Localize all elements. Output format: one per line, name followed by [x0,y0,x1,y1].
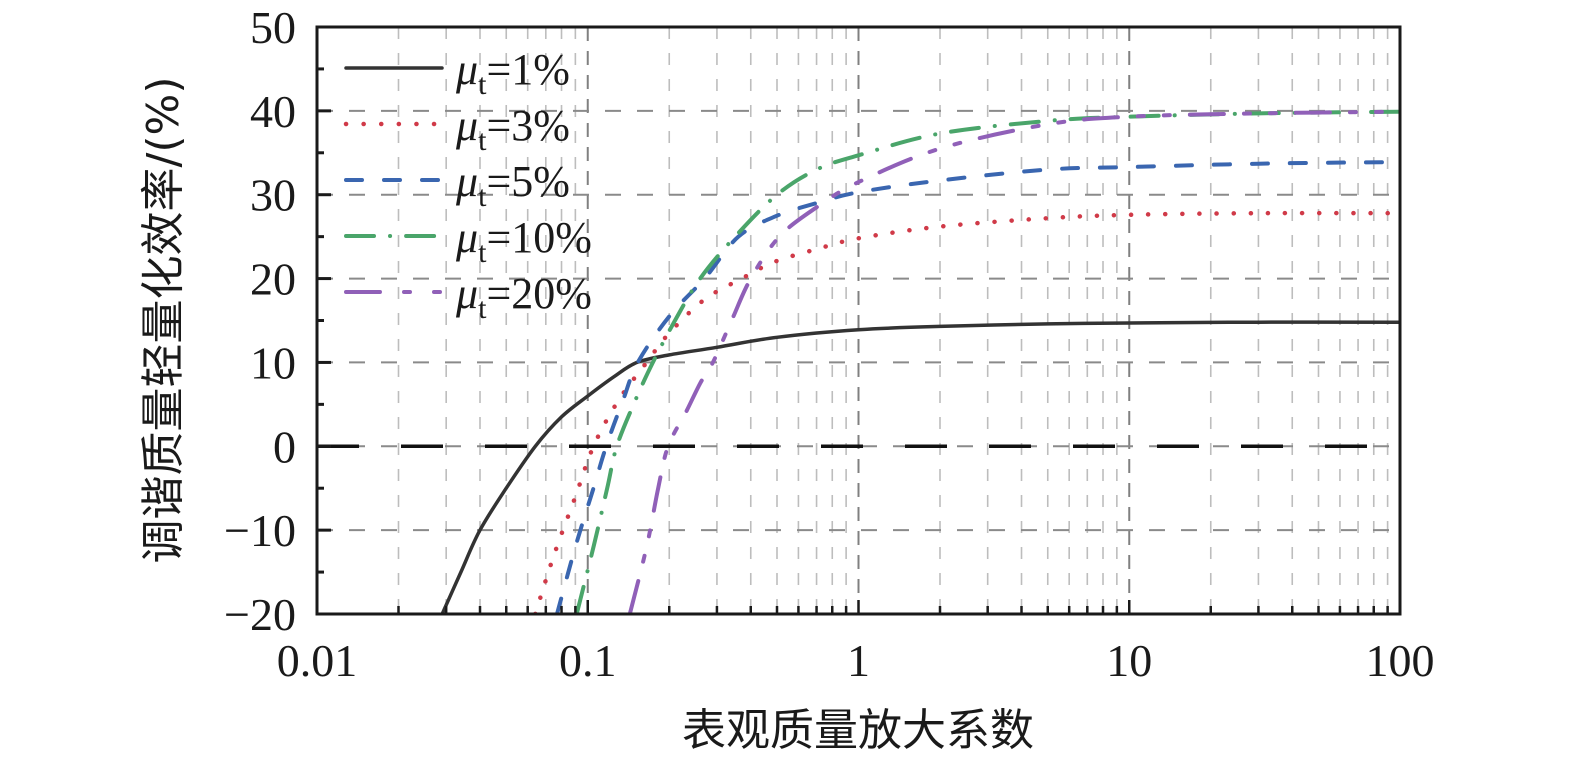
legend-item-2: μt=3% [343,101,570,157]
y-tick-label: 30 [250,170,296,221]
legend-label: μt=1% [455,45,570,101]
series-group [440,109,1400,614]
y-tick-label: 40 [250,86,296,137]
y-tick-label: 0 [273,421,296,472]
legend-label: μt=10% [455,213,592,269]
series-line-2 [533,210,1400,614]
x-tick-label: 0.01 [277,635,358,686]
series-line-5 [627,109,1400,614]
x-tick-label: 1 [847,635,870,686]
y-tick-label: 10 [250,337,296,388]
x-tick-label: 10 [1106,635,1152,686]
legend-item-4: μt=10% [344,213,592,269]
x-tick-label: 0.1 [559,635,617,686]
y-axis-title: 调谐质量轻量化效率/(%) [138,77,189,564]
legend-item-3: μt=5% [344,157,570,213]
legend-item-1: μt=1% [344,45,570,101]
y-tick-label: −10 [224,505,296,556]
legend-label: μt=20% [455,269,592,325]
y-tick-label: 20 [250,254,296,305]
legend: μt=1%μt=3%μt=5%μt=10%μt=20% [343,45,592,325]
y-tick-label: 50 [250,2,296,53]
legend-label: μt=3% [455,101,570,157]
y-tick-label: −20 [224,589,296,640]
series-line-1 [440,320,1400,614]
x-axis-title: 表观质量放大系数 [682,705,1034,756]
legend-label: μt=5% [455,157,570,213]
axis-ticks [317,25,1389,616]
series-line-3 [555,160,1400,614]
x-tick-label: 100 [1366,635,1435,686]
x-axis-tick-labels: 0.01 0.1 1 10 100 [277,635,1435,686]
legend-item-5: μt=20% [344,269,592,325]
y-axis-tick-labels: −20 −10 0 10 20 30 40 50 [224,2,296,640]
